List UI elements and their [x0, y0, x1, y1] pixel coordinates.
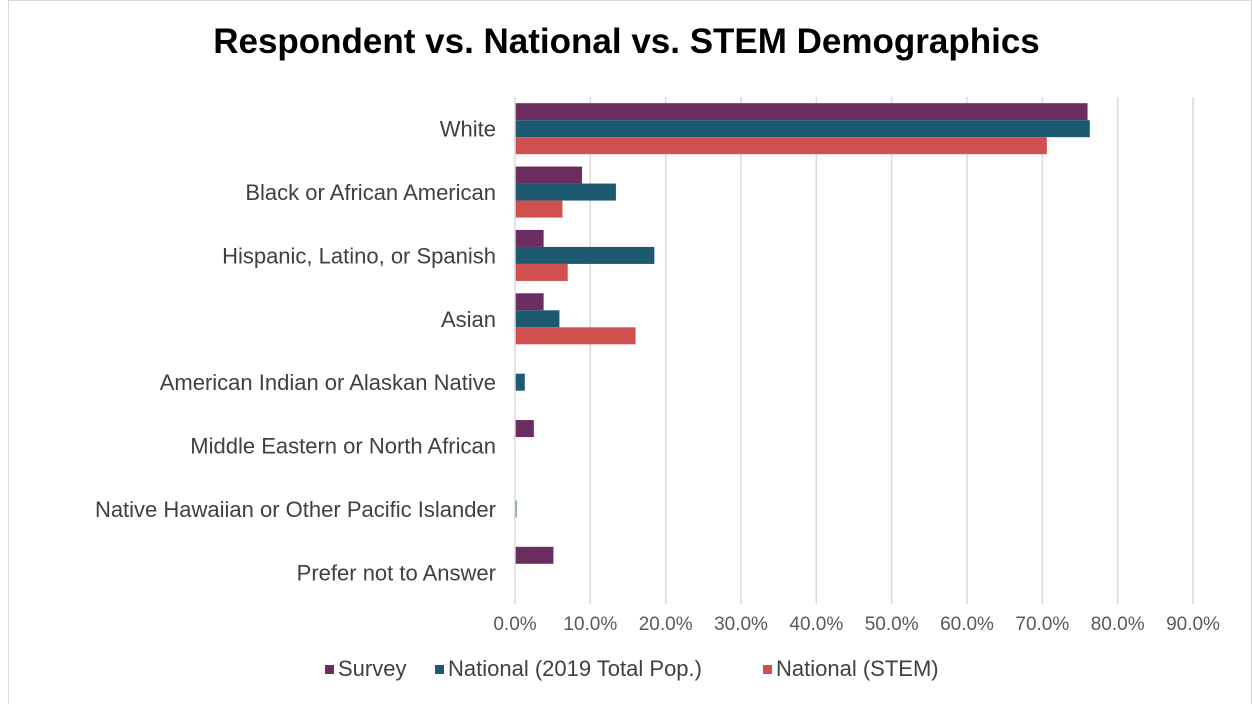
bar-survey	[515, 166, 583, 184]
bar-national-2019-total-pop	[515, 183, 616, 201]
bar-survey	[515, 103, 1088, 121]
category-label: Black or African American	[245, 180, 496, 205]
legend-swatch	[763, 665, 772, 674]
legend-label: National (STEM)	[776, 656, 939, 681]
legend-swatch	[435, 665, 444, 674]
x-tick-label: 50.0%	[865, 614, 919, 635]
x-tick-label: 60.0%	[940, 614, 994, 635]
legend-label: Survey	[338, 656, 406, 681]
bar-survey	[515, 420, 534, 438]
bar-national-2019-total-pop	[515, 500, 517, 518]
bar-national-2019-total-pop	[515, 373, 525, 391]
bar-national-stem	[515, 327, 636, 345]
bar-national-2019-total-pop	[515, 120, 1090, 138]
x-tick-label: 90.0%	[1166, 614, 1220, 635]
x-tick-label: 80.0%	[1091, 614, 1145, 635]
chart-title: Respondent vs. National vs. STEM Demogra…	[213, 22, 1040, 61]
x-tick-label: 40.0%	[789, 614, 843, 635]
category-label: Asian	[441, 307, 496, 332]
bar-national-stem	[515, 137, 1047, 155]
category-label: Hispanic, Latino, or Spanish	[222, 243, 496, 268]
bar-survey	[515, 293, 544, 311]
x-tick-label: 70.0%	[1015, 614, 1069, 635]
bar-national-stem	[515, 263, 568, 281]
category-label: Middle Eastern or North African	[190, 434, 496, 459]
bar-survey	[515, 229, 544, 247]
category-label: White	[440, 117, 496, 142]
category-label: American Indian or Alaskan Native	[160, 370, 496, 395]
bar-national-2019-total-pop	[515, 310, 560, 328]
x-tick-label: 0.0%	[493, 614, 536, 635]
bar-national-stem	[515, 200, 563, 218]
bar-national-2019-total-pop	[515, 246, 655, 264]
legend-swatch	[325, 665, 334, 674]
category-label: Prefer not to Answer	[297, 560, 496, 585]
x-tick-label: 10.0%	[563, 614, 617, 635]
x-tick-label: 20.0%	[639, 614, 693, 635]
bar-survey	[515, 546, 554, 564]
legend-label: National (2019 Total Pop.)	[448, 656, 702, 681]
x-tick-label: 30.0%	[714, 614, 768, 635]
category-label: Native Hawaiian or Other Pacific Islande…	[95, 497, 496, 522]
